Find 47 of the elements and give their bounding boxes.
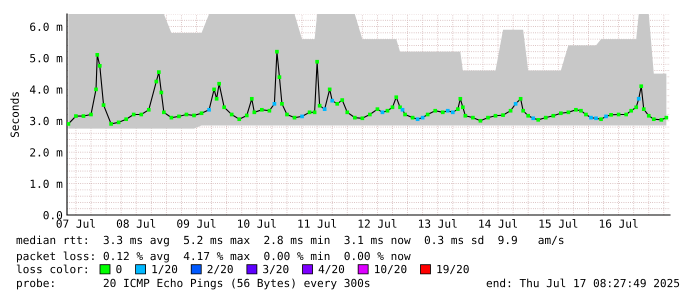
y-tick-label: 3.0 m xyxy=(30,116,62,126)
x-tick-label: 16 Jul xyxy=(600,219,638,228)
x-tick-label: 14 Jul xyxy=(479,219,518,228)
point xyxy=(604,114,608,118)
point xyxy=(420,116,424,120)
point xyxy=(514,102,518,106)
y-axis-title: Seconds xyxy=(10,92,19,138)
y-tick-label: 0.0 xyxy=(43,211,62,220)
point xyxy=(531,116,536,120)
point xyxy=(446,108,450,113)
point xyxy=(636,96,641,101)
point xyxy=(594,116,598,120)
point xyxy=(322,107,326,111)
x-tick-label: 08 Jul xyxy=(116,219,156,228)
legend-label: 19/20 xyxy=(437,264,469,274)
y-tick-label: 5.0 m xyxy=(30,54,62,62)
legend-label: 1/20 xyxy=(152,264,178,274)
y-tick-label: 6.0 m xyxy=(30,22,62,31)
legend-label: 10/20 xyxy=(375,264,406,274)
x-tick-label: 07 Jul xyxy=(56,219,95,228)
legend-title: loss color: xyxy=(16,264,87,274)
x-tick-label: 12 Jul xyxy=(358,219,396,228)
point xyxy=(207,108,211,112)
point xyxy=(272,102,276,106)
point xyxy=(330,98,334,103)
x-tick-label: 09 Jul xyxy=(177,219,216,228)
y-tick-label: 2.0 m xyxy=(30,148,62,157)
y-tick-label: 1.0 m xyxy=(30,180,62,188)
y-tick-label: 4.0 m xyxy=(30,85,62,94)
point xyxy=(416,117,420,122)
legend-label: 0 xyxy=(116,264,122,274)
point xyxy=(450,110,455,114)
text: end: Thu Jul 17 08:27:49 2025 xyxy=(486,278,680,288)
point xyxy=(589,116,593,120)
legend-label: 4/20 xyxy=(318,264,344,274)
text: probe: 20 ICMP Echo Pings (56 Bytes) every 300s xyxy=(17,278,370,290)
legend-label: 2/20 xyxy=(208,264,233,274)
text: median rtt: 3.3 ms avg 5.2 ms max 2.8 ms min 3.1 ms now 0.3 ms sd 9.9 am/s xyxy=(16,236,564,246)
x-tick-label: 15 Jul xyxy=(540,219,578,228)
x-tick-label: 11 Jul xyxy=(298,219,336,228)
point xyxy=(380,110,384,114)
text: packet loss: 0.12 % avg 4.17 % max 0.00 % min 0.00 % now xyxy=(17,252,411,262)
point xyxy=(300,114,304,118)
legend-label: 3/20 xyxy=(263,264,288,274)
point xyxy=(400,108,404,112)
x-tick-label: 13 Jul xyxy=(418,219,457,228)
x-tick-label: 10 Jul xyxy=(238,219,276,228)
